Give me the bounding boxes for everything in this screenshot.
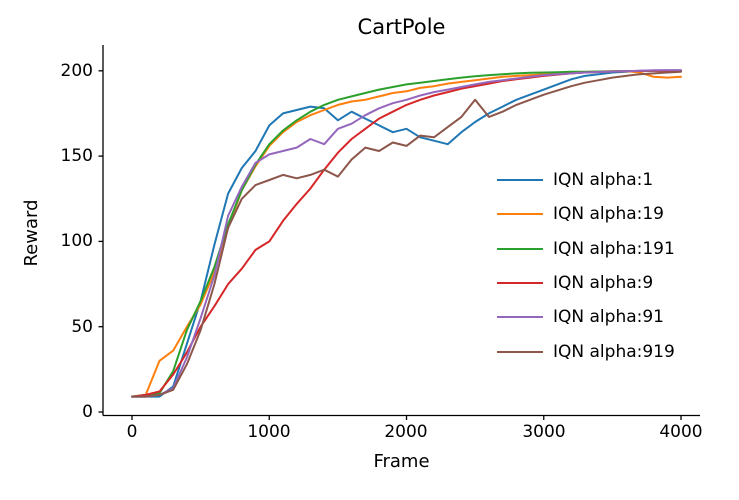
legend-line-swatch xyxy=(497,316,543,319)
x-tick-label-1000: 1000 xyxy=(247,422,291,442)
legend: IQN alpha:1 IQN alpha:19 IQN alpha:191 I… xyxy=(497,163,675,369)
legend-entry: IQN alpha:1 xyxy=(497,163,675,197)
x-tick-label-3000: 3000 xyxy=(522,422,566,442)
legend-entry: IQN alpha:9 xyxy=(497,266,675,300)
x-tick-label-2000: 2000 xyxy=(384,422,428,442)
legend-label: IQN alpha:19 xyxy=(553,204,664,225)
legend-label: IQN alpha:919 xyxy=(553,341,675,362)
y-tick-label-0: 0 xyxy=(82,402,93,422)
legend-line-swatch xyxy=(497,282,543,285)
x-tick-label-4000: 4000 xyxy=(659,422,703,442)
legend-line-swatch xyxy=(497,213,543,216)
y-tick-label-50: 50 xyxy=(71,317,93,337)
legend-entry: IQN alpha:91 xyxy=(497,300,675,334)
legend-line-swatch xyxy=(497,179,543,182)
y-tick-label-100: 100 xyxy=(60,231,93,251)
legend-entry: IQN alpha:919 xyxy=(497,334,675,368)
legend-label: IQN alpha:1 xyxy=(553,170,654,191)
chart-title: CartPole xyxy=(357,15,446,39)
legend-line-swatch xyxy=(497,350,543,353)
y-tick-label-150: 150 xyxy=(60,146,93,166)
x-tick-label-0: 0 xyxy=(126,422,138,442)
x-axis-label: Frame xyxy=(373,451,430,472)
legend-line-swatch xyxy=(497,247,543,250)
legend-label: IQN alpha:191 xyxy=(553,238,675,259)
legend-label: IQN alpha:91 xyxy=(553,307,664,328)
y-tick-label-200: 200 xyxy=(60,61,93,81)
legend-entry: IQN alpha:191 xyxy=(497,232,675,266)
legend-label: IQN alpha:9 xyxy=(553,273,654,294)
legend-entry: IQN alpha:19 xyxy=(497,197,675,231)
